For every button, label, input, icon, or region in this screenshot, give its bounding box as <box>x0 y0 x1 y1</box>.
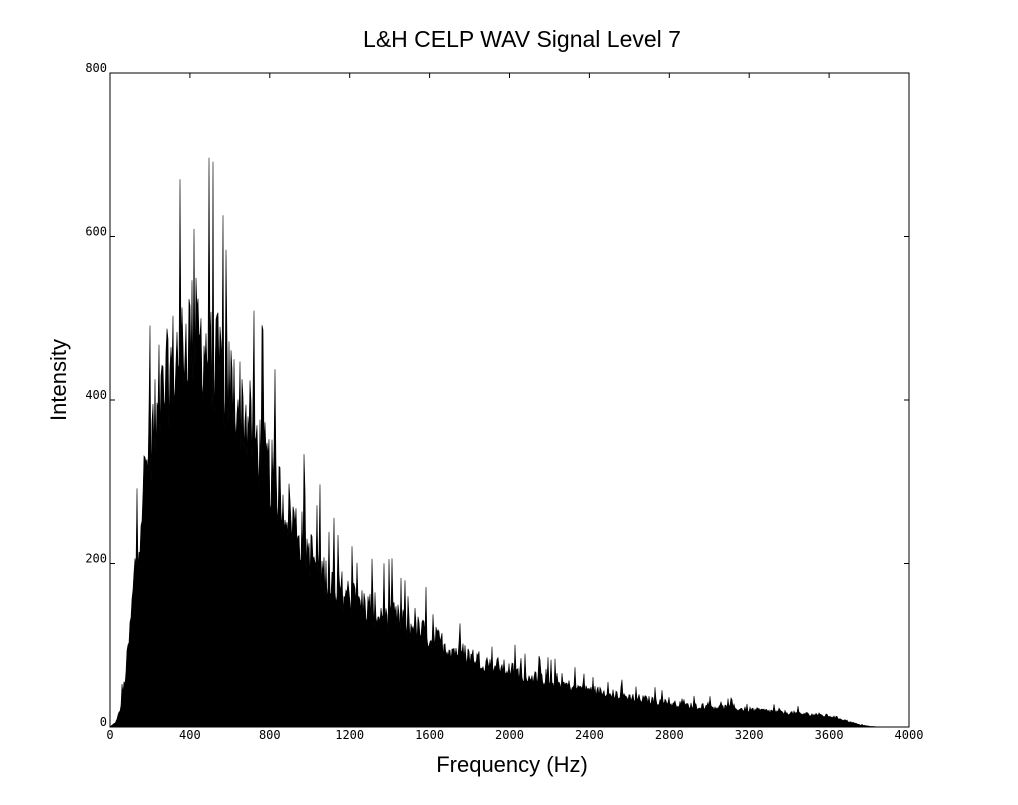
y-tick-label: 400 <box>85 388 107 402</box>
x-tick-label: 3600 <box>815 728 844 742</box>
x-tick-label: 3200 <box>735 728 764 742</box>
x-tick-label: 2800 <box>655 728 684 742</box>
x-tick-label: 1600 <box>415 728 444 742</box>
y-tick-label: 800 <box>85 61 107 75</box>
y-axis-ticks: 0 200 400 600 800 <box>85 61 909 729</box>
chart-title: L&H CELP WAV Signal Level 7 <box>363 26 681 52</box>
y-tick-label: 600 <box>85 225 107 239</box>
y-tick-label: 200 <box>85 552 107 566</box>
x-tick-label: 1200 <box>335 728 364 742</box>
x-axis-label: Frequency (Hz) <box>436 752 588 777</box>
x-tick-label: 0 <box>106 728 113 742</box>
y-tick-label: 0 <box>100 715 107 729</box>
x-tick-label: 4000 <box>895 728 924 742</box>
spectrum-area <box>109 157 909 728</box>
x-tick-label: 400 <box>179 728 201 742</box>
y-axis-label: Intensity <box>46 339 71 421</box>
x-axis-ticks: 0 400 800 1200 1600 2000 2400 2800 3200 3600 4000 <box>106 73 923 742</box>
x-tick-label: 2400 <box>575 728 604 742</box>
spectrum-series <box>109 157 909 728</box>
x-tick-label: 2000 <box>495 728 524 742</box>
x-tick-label: 800 <box>259 728 281 742</box>
